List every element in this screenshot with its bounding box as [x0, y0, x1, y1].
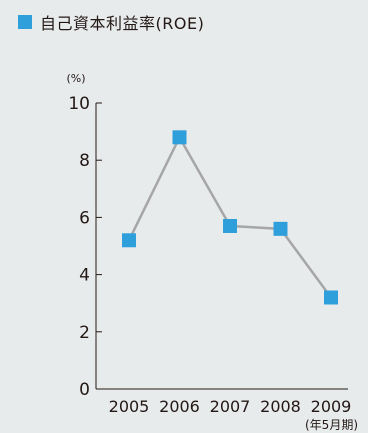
chart-title: 自己資本利益率(ROE): [40, 14, 205, 33]
x-tick-label: 2009: [311, 397, 352, 416]
y-tick-label: 10: [68, 94, 90, 114]
y-axis-unit-label: (%): [66, 72, 85, 85]
series-line: [127, 136, 333, 299]
data-point-2005: [122, 233, 136, 248]
data-point-2008: [273, 221, 288, 236]
y-tick-label: 6: [79, 208, 90, 228]
axes: [95, 102, 348, 390]
y-tick-label: 0: [79, 380, 90, 400]
x-tick-label: 2006: [159, 397, 200, 416]
y-tick-label: 8: [79, 151, 90, 171]
x-tick-label: 2008: [260, 397, 301, 416]
blue-square-icon: [18, 15, 32, 29]
chart-title-row: 自己資本利益率(ROE): [18, 10, 204, 34]
axis-labels: 0 2 4 6 8 10 (%) 2005 2006 2007 2008 2009 (年5月期): [66, 72, 358, 432]
x-axis-unit-label: (年5月期): [305, 418, 358, 432]
series-line-layer: [127, 136, 333, 299]
data-points: [122, 130, 338, 305]
data-point-2006: [172, 130, 187, 145]
data-point-2007: [223, 218, 237, 233]
x-tick-label: 2007: [210, 397, 251, 416]
y-tick-label: 4: [79, 266, 90, 286]
x-tick-label: 2005: [109, 397, 150, 416]
data-point-2009: [324, 290, 338, 305]
y-tick-label: 2: [79, 323, 90, 343]
